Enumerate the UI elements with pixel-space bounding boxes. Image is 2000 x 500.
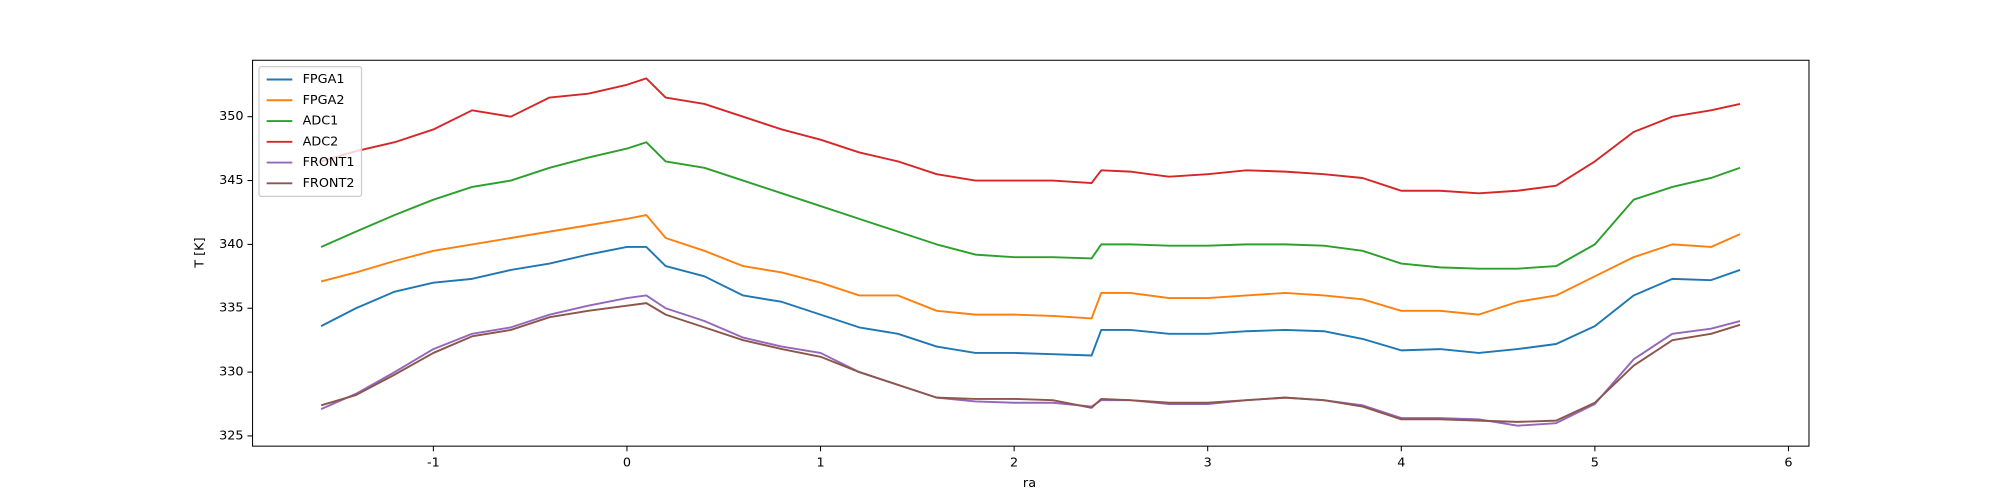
y-tick-label: 350 <box>219 109 243 124</box>
x-tick-label: 0 <box>623 455 631 470</box>
legend-label: FRONT1 <box>303 155 355 170</box>
y-tick-label: 345 <box>219 173 243 188</box>
x-tick-label: 3 <box>1204 455 1212 470</box>
series-line <box>320 245 1741 357</box>
legend-label: ADC2 <box>303 134 339 149</box>
y-tick-label: 340 <box>219 237 243 252</box>
legend-label: ADC1 <box>303 114 339 129</box>
y-axis-label: T [K] <box>193 237 208 268</box>
series-line <box>320 294 1741 427</box>
legend-label: FRONT2 <box>303 176 355 191</box>
x-tick-label: 6 <box>1784 455 1792 470</box>
x-tick-label: 5 <box>1591 455 1599 470</box>
legend: FPGA1 FPGA2 ADC1 ADC2 FRONT1 FRONT2 <box>258 66 363 198</box>
legend-label: FPGA2 <box>303 93 345 108</box>
legend-frame <box>258 66 363 198</box>
x-tick-label: 4 <box>1397 455 1405 470</box>
y-tick-label: 335 <box>219 301 243 316</box>
series-line <box>320 302 1741 423</box>
series-line <box>320 214 1741 320</box>
x-tick-label: -1 <box>427 455 440 470</box>
y-tick-label: 330 <box>219 365 243 380</box>
x-tick-label: 2 <box>1010 455 1018 470</box>
legend-label: FPGA1 <box>303 72 345 87</box>
x-axis-label: ra <box>1023 476 1036 491</box>
series-line <box>320 77 1741 195</box>
x-tick-label: 1 <box>816 455 824 470</box>
series-line <box>320 141 1741 270</box>
plot-frame <box>252 59 1810 447</box>
y-tick-label: 325 <box>219 428 243 443</box>
